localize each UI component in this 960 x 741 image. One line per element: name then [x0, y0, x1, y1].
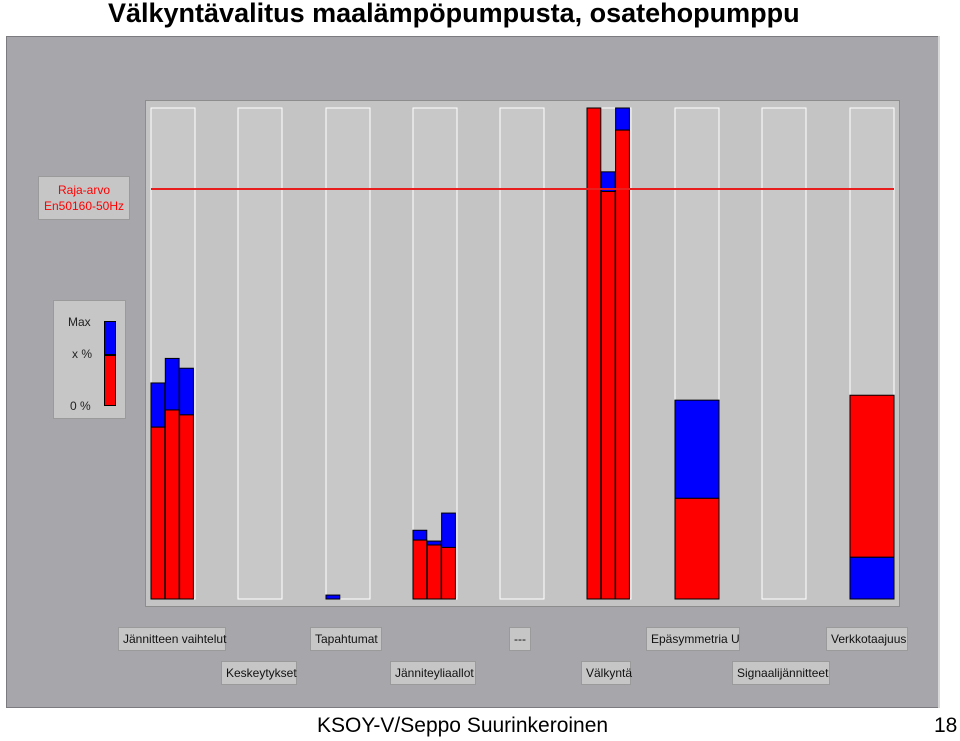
bar-g1-2-max: [164, 357, 180, 411]
legend-x-swatch: [104, 355, 116, 406]
bar-g6-1-x-percent: [586, 107, 602, 600]
page-number: 18: [934, 714, 958, 737]
bar-g10-1-max: [849, 556, 895, 600]
bar-g7-1-x-percent: [674, 497, 720, 600]
legend-max-swatch: [104, 321, 116, 355]
bar-g4-1-x-percent: [412, 539, 428, 600]
bar-g4-1-max: [412, 529, 428, 541]
chart-column-8: [761, 107, 807, 600]
bar-g1-1-x-percent: [150, 426, 166, 600]
bar-g6-3-max: [615, 107, 630, 131]
verkkotaajuus-button[interactable]: Verkkotaajuus: [826, 627, 908, 651]
bar-g4-2-x-percent: [426, 544, 442, 600]
bar-g1-1-max: [150, 382, 166, 428]
legend-box: Max x % 0 %: [53, 300, 126, 419]
bar-g1-3-max: [179, 367, 194, 416]
bar-g6-3-x-percent: [615, 129, 630, 600]
limit-label-box: Raja-arvo En50160-50Hz: [38, 176, 130, 220]
chart-column-3: [325, 107, 371, 600]
bar-g3-1-max: [325, 594, 341, 600]
bar-g4-3-max: [441, 512, 456, 548]
bar-g4-3-x-percent: [441, 546, 456, 600]
empty-button[interactable]: ---: [509, 627, 531, 651]
tapahtumat-button[interactable]: Tapahtumat: [310, 627, 382, 651]
bar-g1-3-x-percent: [179, 414, 194, 600]
legend-max-label: Max: [68, 315, 91, 329]
valkynta-button[interactable]: Välkyntä: [581, 661, 632, 685]
limit-label-line1: Raja-arvo: [57, 183, 111, 197]
bar-g7-1-max: [674, 399, 720, 499]
epasymmetria-u-button[interactable]: Epäsymmetria U: [646, 627, 740, 651]
keskeytykset-button[interactable]: Keskeytykset: [221, 661, 297, 685]
janniteyliaallot-button[interactable]: Jänniteyliaallot: [390, 661, 476, 685]
bar-g1-2-x-percent: [164, 409, 180, 600]
chart-column-5: [499, 107, 545, 600]
limit-label-line2: En50160-50Hz: [43, 199, 125, 213]
signaalijannitteet-button[interactable]: Signaalijännitteet: [732, 661, 830, 685]
bar-g6-2-x-percent: [600, 190, 616, 600]
slide-title: Välkyntävalitus maalämpöpumpusta, osateh…: [108, 0, 800, 28]
jannitteen-vaihtelut-button[interactable]: Jännitteen vaihtelut: [118, 627, 226, 651]
panel-edge: [938, 36, 940, 708]
footer-text: KSOY-V/Seppo Suurinkeroinen: [317, 714, 609, 737]
bar-g4-2-max: [426, 540, 442, 546]
legend-x-label: x %: [72, 347, 93, 361]
bar-g10-1-x-percent: [849, 394, 895, 558]
chart-column-2: [237, 107, 283, 600]
legend-zero-label: 0 %: [70, 399, 91, 413]
